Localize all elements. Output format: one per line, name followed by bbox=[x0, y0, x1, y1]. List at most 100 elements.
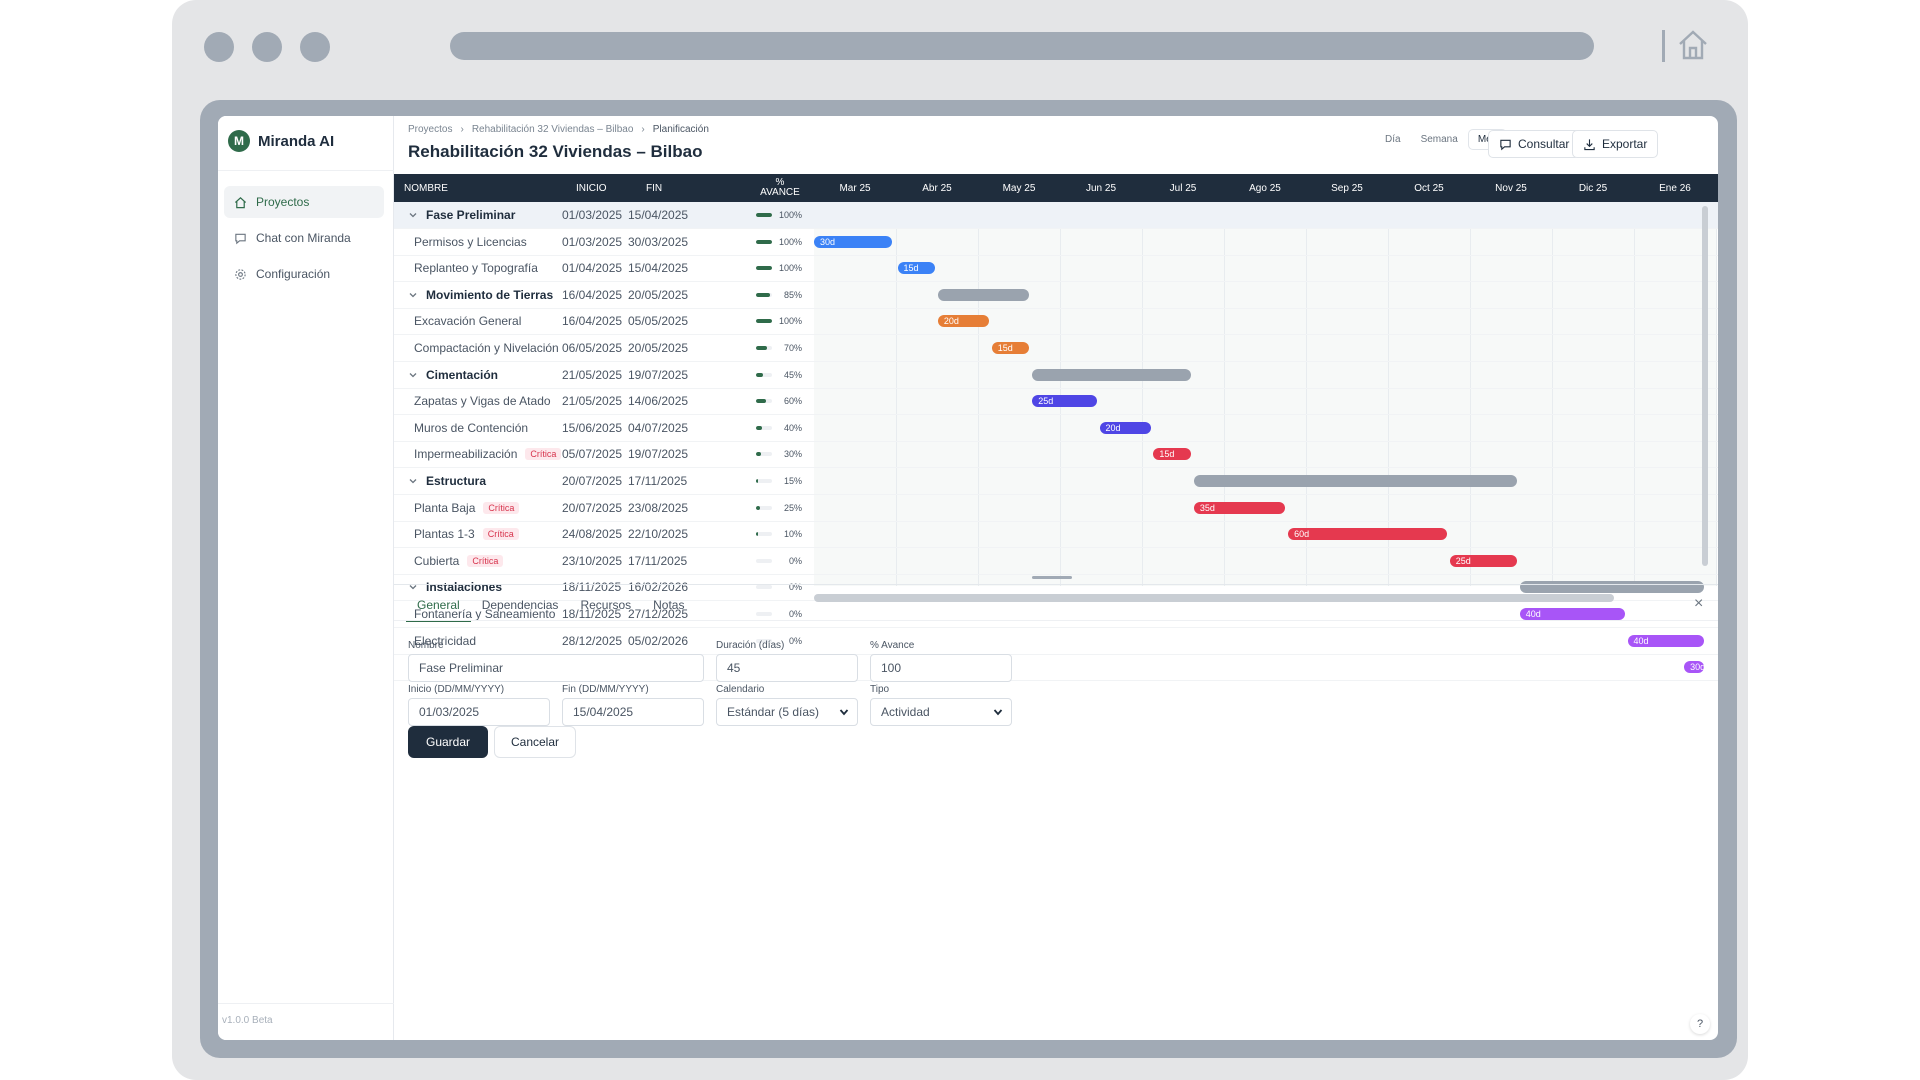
window-close-dot[interactable] bbox=[204, 32, 234, 62]
view-week-button[interactable]: Semana bbox=[1420, 134, 1458, 145]
column-header-name[interactable]: NOMBRE bbox=[404, 182, 448, 194]
gantt-task-row[interactable]: Fontanería y Saneamiento 18/11/2025 27/12/… bbox=[394, 601, 1718, 628]
sidebar-item-chat[interactable]: Chat con Miranda bbox=[224, 222, 384, 254]
end-date-cell: 16/02/2026 bbox=[628, 580, 689, 595]
gantt-task-bar[interactable]: 20d bbox=[937, 315, 990, 328]
progress-cell: 10% bbox=[756, 521, 806, 547]
home-icon bbox=[234, 196, 247, 208]
gantt-task-row[interactable]: Impermeabilización Crítica 05/07/2025 19/07… bbox=[394, 441, 1718, 469]
gantt-summary-bar[interactable] bbox=[1032, 368, 1192, 381]
gantt-task-bar[interactable]: 20d bbox=[1099, 421, 1151, 434]
gantt-group-row[interactable]: Estructura 20/07/2025 17/11/2025 15% bbox=[394, 468, 1718, 495]
column-header-progress[interactable]: % AVANCE bbox=[760, 174, 800, 202]
gantt-task-bar[interactable]: 30d bbox=[1684, 661, 1705, 674]
gantt-task-row[interactable]: Cubierta Crítica 23/10/2025 17/11/2025 0% bbox=[394, 548, 1718, 575]
vertical-scrollbar[interactable] bbox=[1702, 206, 1708, 566]
window-maximize-dot[interactable] bbox=[300, 32, 330, 62]
chevron-down-icon[interactable] bbox=[408, 290, 418, 300]
start-date-cell: 28/12/2025 bbox=[562, 633, 623, 648]
progress-cell: 100% bbox=[756, 308, 806, 334]
breadcrumb-item[interactable]: Proyectos bbox=[408, 124, 453, 135]
task-name: Permisos y Licencias bbox=[414, 234, 527, 249]
view-day-button[interactable]: Día bbox=[1385, 134, 1401, 145]
chevron-down-icon[interactable] bbox=[408, 582, 418, 592]
save-button[interactable]: Guardar bbox=[408, 726, 488, 758]
gantt-group-row[interactable]: Movimiento de Tierras 16/04/2025 20/05/202… bbox=[394, 282, 1718, 309]
tab-recursos[interactable]: Recursos bbox=[580, 598, 632, 612]
gantt-group-row[interactable]: Cimentación 21/05/2025 19/07/2025 45% bbox=[394, 362, 1718, 389]
column-header-start[interactable]: INICIO bbox=[576, 182, 607, 194]
gantt-task-bar[interactable]: 30d bbox=[814, 235, 893, 248]
gantt-task-row[interactable]: Zapatas y Vigas de Atado 21/05/2025 14/06/… bbox=[394, 388, 1718, 416]
toolbar-divider bbox=[1662, 30, 1665, 62]
progress-value: 100 bbox=[881, 661, 902, 675]
chevron-down-icon[interactable] bbox=[408, 210, 418, 220]
gantt-task-row[interactable]: Plantas 1-3 Crítica 24/08/2025 22/10/2025 10… bbox=[394, 521, 1718, 549]
sidebar-item-label: Configuración bbox=[256, 267, 331, 281]
duration-input[interactable]: 45 bbox=[716, 654, 858, 682]
progress-cell: 0% bbox=[756, 628, 806, 654]
end-date-cell: 17/11/2025 bbox=[628, 474, 688, 488]
type-select[interactable]: Actividad bbox=[870, 698, 1012, 726]
gantt-task-bar[interactable]: 60d bbox=[1288, 528, 1448, 541]
gantt-task-bar[interactable]: 40d bbox=[1627, 634, 1704, 647]
window-minimize-dot[interactable] bbox=[252, 32, 282, 62]
panel-resize-handle[interactable] bbox=[1032, 576, 1072, 579]
gantt-summary-bar[interactable] bbox=[937, 288, 1030, 301]
tab-general[interactable]: General bbox=[406, 590, 471, 622]
sidebar-item-proyectos[interactable]: Proyectos bbox=[224, 186, 384, 218]
gantt-task-bar[interactable]: 35d bbox=[1193, 501, 1286, 514]
start-date-input[interactable]: 01/03/2025 bbox=[408, 698, 550, 726]
address-bar[interactable] bbox=[450, 32, 1594, 60]
app-name: Miranda AI bbox=[258, 132, 335, 150]
gantt-summary-bar[interactable] bbox=[1193, 475, 1518, 487]
gantt-task-bar[interactable]: 15d bbox=[897, 262, 936, 275]
task-name-cell: Electricidad bbox=[394, 628, 616, 654]
calendar-select[interactable]: Estándar (5 días) bbox=[716, 698, 858, 726]
month-header: Mar 25 bbox=[839, 182, 871, 194]
gantt-task-row[interactable]: Compactación y Nivelación 06/05/2025 20/05… bbox=[394, 335, 1718, 362]
gantt-task-row[interactable]: Replanteo y Topografía 01/04/2025 15/04/20… bbox=[394, 255, 1718, 283]
details-panel-border bbox=[394, 584, 1718, 585]
name-input[interactable]: Fase Preliminar bbox=[408, 654, 704, 682]
breadcrumb-current: Planificación bbox=[652, 124, 709, 135]
cancel-button[interactable]: Cancelar bbox=[494, 726, 576, 758]
tab-dependencias[interactable]: Dependencias bbox=[481, 598, 559, 612]
gantt-task-row[interactable]: Muros de Contención 15/06/2025 04/07/2025 4… bbox=[394, 415, 1718, 442]
gantt-task-row[interactable]: Electricidad 28/12/2025 05/02/2026 0% bbox=[394, 628, 1718, 655]
chevron-down-icon[interactable] bbox=[408, 476, 418, 486]
month-header: Sep 25 bbox=[1331, 182, 1363, 194]
export-button[interactable]: Exportar bbox=[1572, 130, 1659, 158]
progress-input[interactable]: 100 bbox=[870, 654, 1012, 682]
gantt-task-row[interactable]: Planta Baja Crítica 20/07/2025 23/08/2025 25… bbox=[394, 495, 1718, 522]
gantt-group-row[interactable]: Fase Preliminar 01/03/2025 15/04/2025 100% bbox=[394, 202, 1718, 229]
gantt-task-bar[interactable]: 25d bbox=[1449, 554, 1518, 567]
progress-value: 45% bbox=[783, 369, 802, 380]
horizontal-scrollbar[interactable] bbox=[814, 594, 1614, 602]
timeline-area: 30d 15d 20d 15d 25d 20d 15d 35d 60d 25d 40d 40d 30d bbox=[814, 202, 1717, 674]
gantt-task-bar[interactable]: 15d bbox=[1153, 448, 1192, 461]
progress-cell: 30% bbox=[756, 441, 806, 467]
progress-value: 100% bbox=[778, 316, 802, 327]
start-value: 01/03/2025 bbox=[419, 705, 480, 719]
gantt-task-row[interactable]: Excavación General 16/04/2025 05/05/2025 10… bbox=[394, 308, 1718, 336]
close-icon[interactable]: × bbox=[1694, 595, 1704, 612]
gantt-task-bar[interactable]: 40d bbox=[1519, 608, 1625, 620]
end-date-cell: 05/02/2026 bbox=[628, 633, 689, 648]
gantt-task-row[interactable]: Permisos y Licencias 01/03/2025 30/03/2025… bbox=[394, 229, 1718, 256]
chevron-down-icon[interactable] bbox=[408, 370, 418, 380]
gantt-task-bar[interactable]: 15d bbox=[991, 342, 1030, 354]
breadcrumb-item[interactable]: Rehabilitación 32 Viviendas – Bilbao bbox=[471, 124, 634, 135]
consult-button[interactable]: Consultar bbox=[1488, 130, 1581, 158]
view-switcher: Día Semana Mes bbox=[1376, 130, 1506, 149]
home-icon[interactable] bbox=[1676, 28, 1710, 62]
tab-notas[interactable]: Notas bbox=[653, 598, 685, 612]
gantt-task-bar[interactable]: 25d bbox=[1032, 395, 1097, 408]
column-header-end[interactable]: FIN bbox=[646, 182, 663, 194]
logo: M Miranda AI bbox=[228, 130, 334, 152]
chevron-down-icon bbox=[993, 709, 1003, 716]
sidebar-item-configuracion[interactable]: Configuración bbox=[224, 258, 384, 290]
help-button[interactable]: ? bbox=[1690, 1014, 1710, 1034]
progress-cell: 15% bbox=[756, 468, 806, 494]
end-date-input[interactable]: 15/04/2025 bbox=[562, 698, 704, 726]
